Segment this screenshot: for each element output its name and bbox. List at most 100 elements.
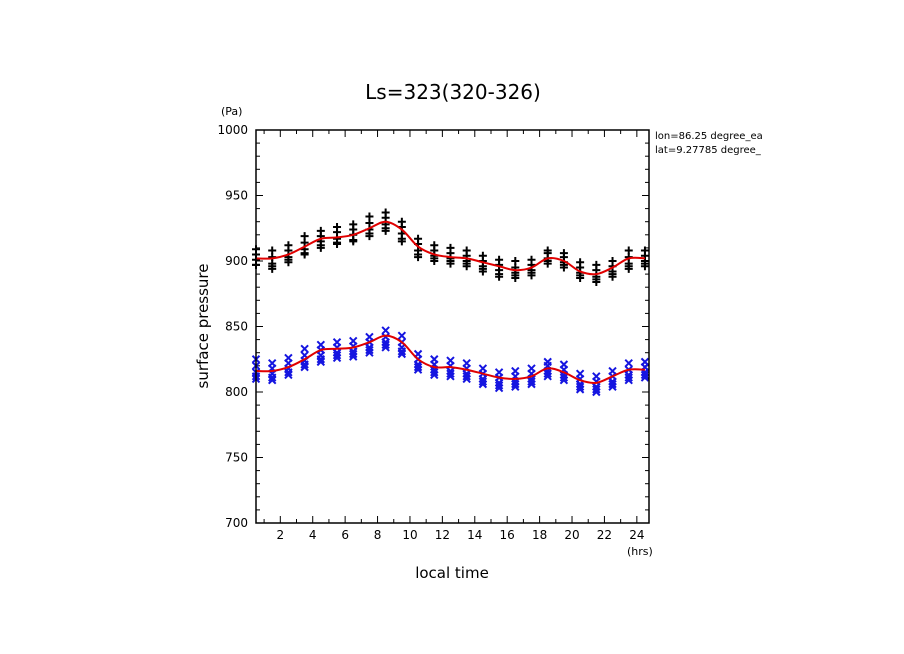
x-tick-label: 4 [309, 528, 317, 542]
x-marker [559, 373, 569, 382]
x-marker [316, 340, 326, 350]
x-marker [284, 370, 293, 380]
x-marker [300, 344, 309, 353]
plus-marker [624, 246, 633, 255]
plus-marker [527, 268, 536, 277]
x-marker [462, 372, 471, 381]
y-tick-label: 800 [225, 385, 248, 399]
plus-marker [462, 259, 471, 268]
x-marker [494, 368, 504, 377]
x-marker [640, 357, 650, 367]
x-tick-label: 6 [341, 528, 349, 542]
x-marker [494, 381, 504, 390]
mean-line [255, 220, 645, 276]
x-marker [397, 349, 407, 359]
x-marker [575, 369, 585, 378]
x-marker [316, 357, 326, 367]
plus-marker [511, 257, 520, 265]
plus-marker [576, 258, 585, 267]
x-tick-label: 20 [564, 528, 579, 542]
x-marker [511, 366, 520, 376]
plus-marker [608, 270, 617, 279]
plus-marker [333, 222, 342, 231]
x-marker [349, 336, 358, 346]
plus-marker [559, 249, 568, 258]
annotation-lon: lon=86.25 degree_ea [655, 131, 763, 142]
x-marker [430, 355, 439, 364]
plus-marker [316, 226, 325, 235]
y-tick-label: 700 [225, 516, 248, 530]
plot-frame [255, 129, 650, 524]
x-marker [267, 376, 277, 385]
plus-marker [446, 257, 455, 265]
x-marker [267, 358, 277, 368]
x-tick-label: 10 [402, 528, 417, 542]
x-marker [462, 358, 471, 368]
x-marker [559, 360, 569, 369]
x-marker [624, 373, 633, 382]
x-tick-label: 16 [500, 528, 515, 542]
plus-marker [430, 254, 439, 263]
x-marker [381, 326, 390, 335]
plus-marker [430, 241, 439, 250]
x-marker [284, 368, 293, 377]
x-marker [592, 385, 601, 394]
plus-marker [478, 264, 487, 273]
x-marker [478, 364, 488, 373]
plus-marker [316, 241, 325, 250]
x-marker [349, 349, 358, 359]
plus-marker [349, 236, 358, 245]
axis-ticks [256, 129, 649, 524]
plus-marker [592, 260, 601, 269]
plus-marker [527, 255, 536, 264]
plus-marker [397, 234, 406, 243]
x-marker [397, 347, 407, 356]
x-marker [543, 369, 552, 378]
y-tick-label: 900 [225, 254, 248, 268]
x-tick-label: 2 [276, 528, 284, 542]
plus-marker [300, 232, 309, 241]
x-marker [624, 358, 633, 368]
x-marker [413, 362, 423, 372]
plus-marker [559, 260, 568, 269]
x-marker [332, 338, 342, 347]
x-marker [381, 332, 390, 342]
y-tick-label: 1000 [217, 123, 248, 137]
x-marker [527, 377, 536, 386]
plus-marker [478, 251, 487, 260]
plus-marker [576, 271, 585, 280]
plus-marker [365, 212, 374, 221]
chart-title: Ls=323(320-326) [365, 80, 541, 104]
x-axis-label: local time [415, 564, 489, 582]
y-axis-label: surface pressure [194, 264, 212, 389]
x-marker [511, 379, 520, 389]
x-tick-label: 14 [467, 528, 482, 542]
x-marker [267, 373, 277, 382]
x-marker [397, 331, 407, 340]
y-tick-label: 950 [225, 189, 248, 203]
x-marker [608, 379, 617, 389]
annotation-lat: lat=9.27785 degree_ [655, 145, 762, 156]
plus-marker [608, 257, 617, 265]
x-marker [381, 340, 390, 350]
x-marker [316, 355, 326, 364]
plus-marker [284, 241, 293, 250]
x-marker [543, 357, 552, 367]
plus-marker [640, 246, 649, 255]
y-tick-label: 850 [225, 320, 248, 334]
x-marker [575, 382, 585, 391]
plus-marker [592, 275, 601, 284]
plus-marker [462, 246, 471, 255]
plus-marker [640, 259, 649, 268]
plus-marker [381, 224, 390, 233]
x-tick-label: 12 [435, 528, 450, 542]
x-marker [300, 362, 309, 372]
plus-marker [349, 220, 358, 229]
x-unit-label: (hrs) [627, 545, 653, 558]
x-marker [332, 351, 342, 360]
data-marks [251, 208, 650, 397]
mean-lines [255, 220, 645, 384]
x-tick-label: 8 [374, 528, 382, 542]
plus-marker [284, 255, 293, 264]
